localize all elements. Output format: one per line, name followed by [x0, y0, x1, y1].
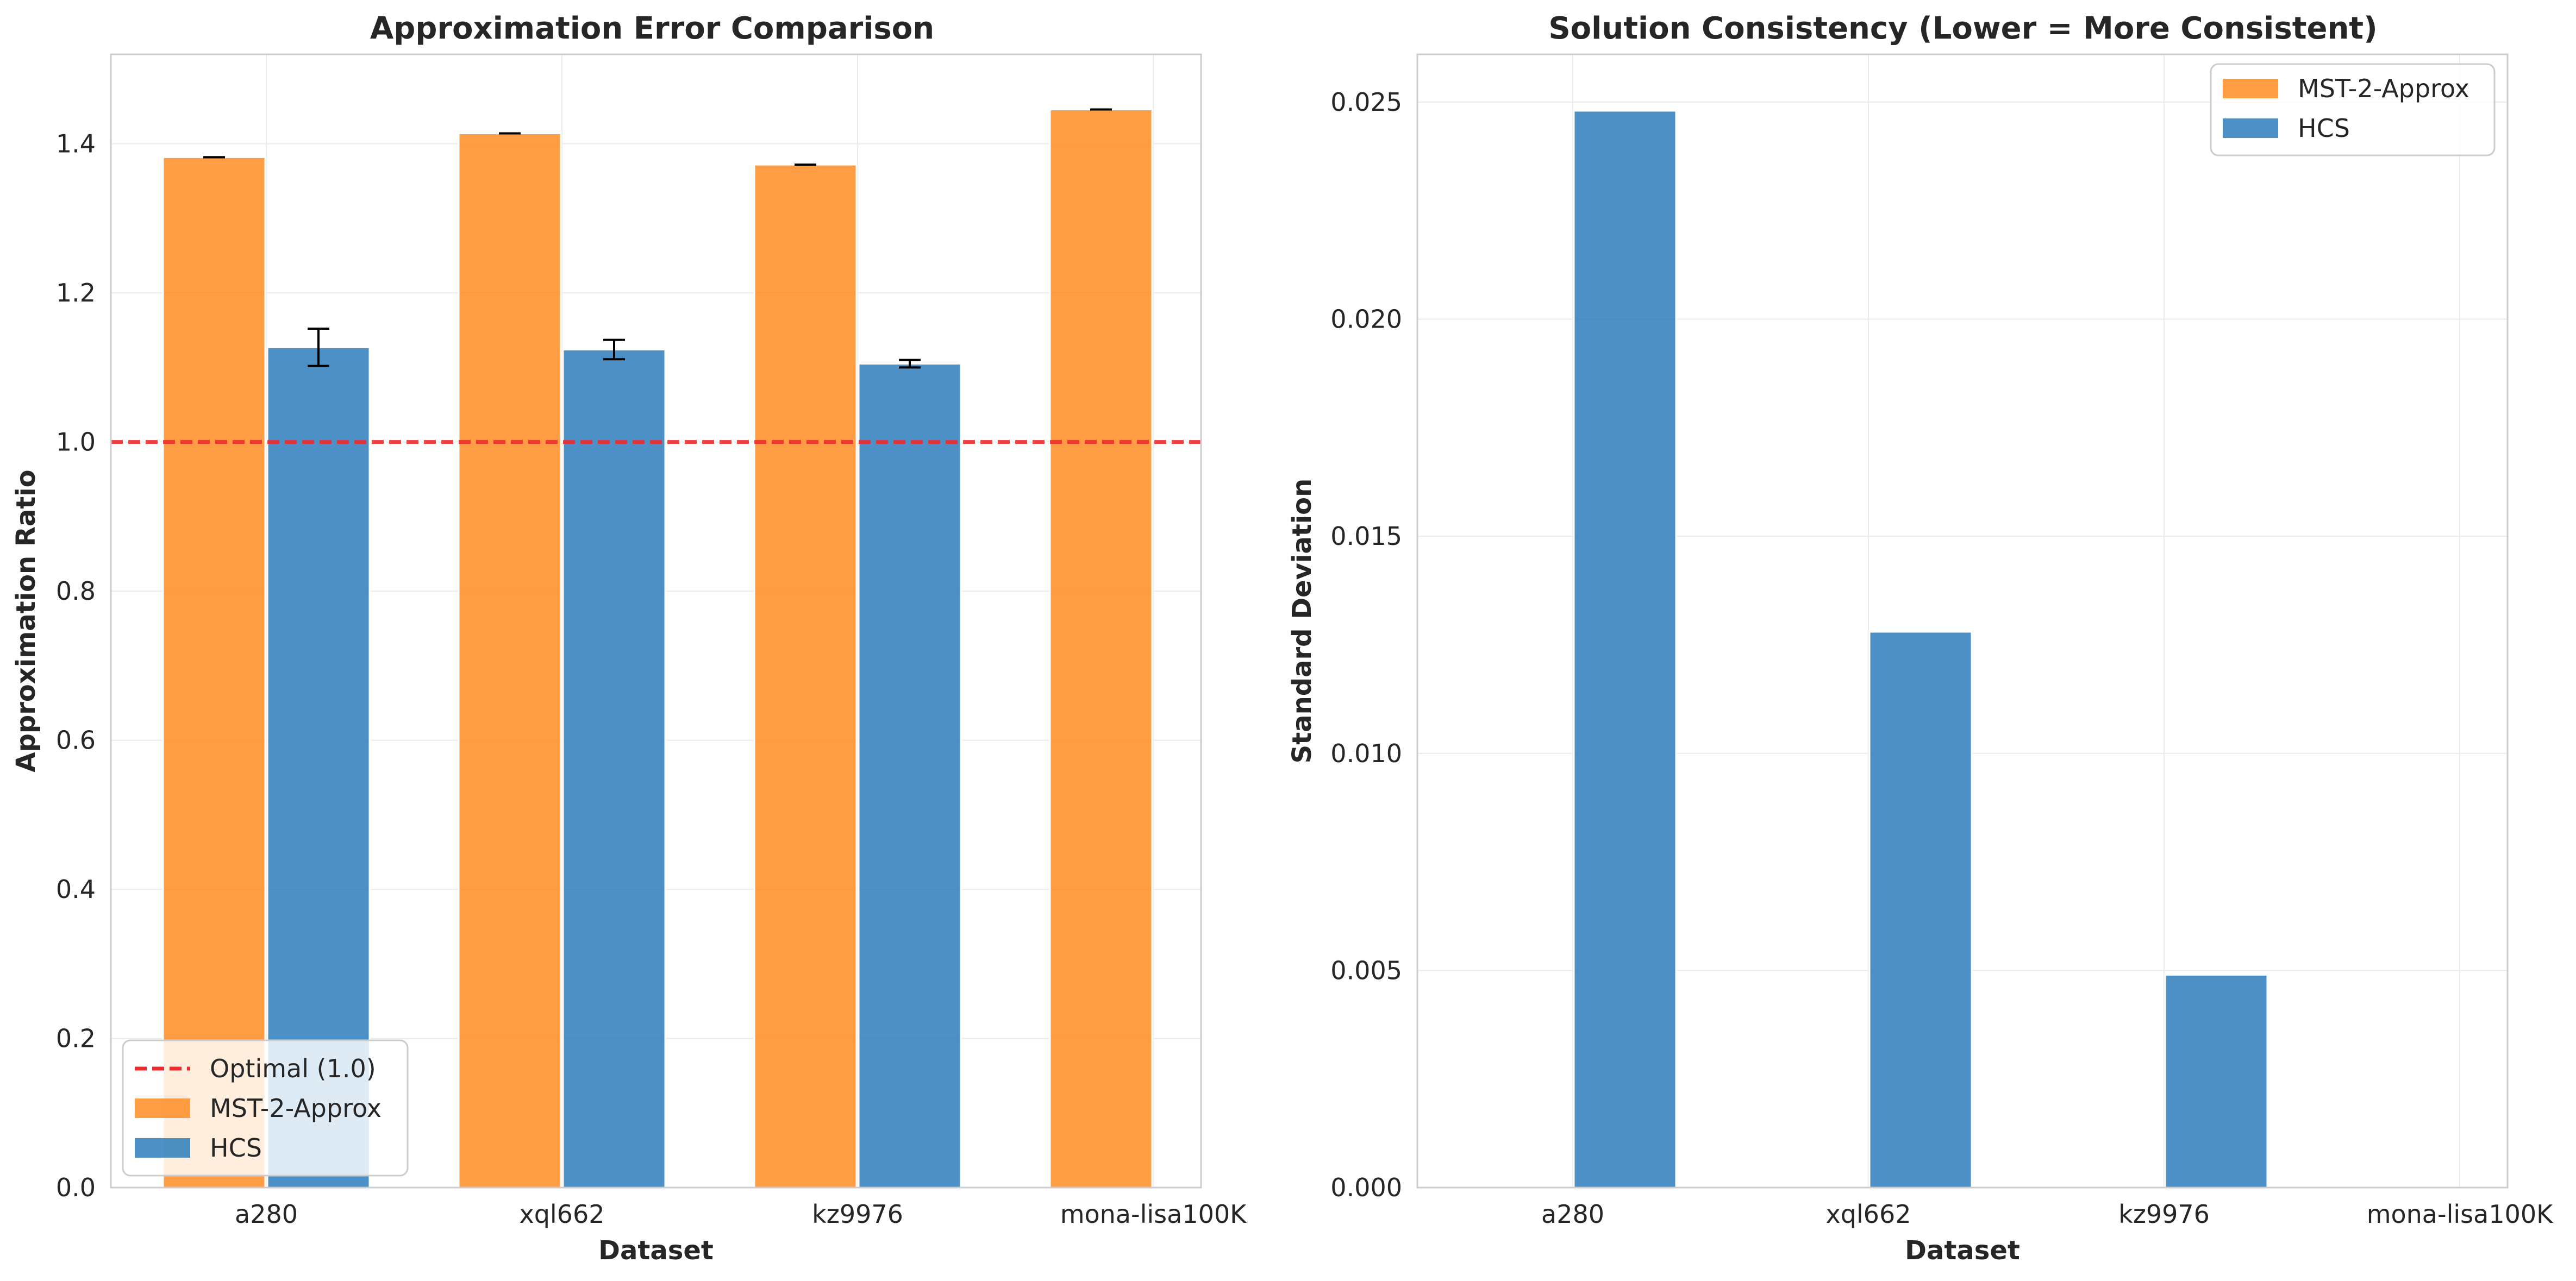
y-tick-label: 0.010: [1330, 739, 1402, 768]
y-tick-labels: 0.000 0.005 0.010 0.015 0.020 0.025: [1330, 87, 1402, 1202]
y-tick-label: 1.4: [56, 129, 96, 159]
legend-label-mst: MST-2-Approx: [2298, 74, 2469, 103]
y-tick-label: 0.6: [56, 726, 96, 755]
x-tick-label: xql662: [1825, 1200, 1911, 1229]
plot-frame: [110, 53, 1202, 1189]
approximation-error-chart: Approximation Error Comparison 0.0 0.2 0.4…: [11, 11, 1247, 1266]
legend-box: [122, 1039, 409, 1177]
x-tick-label: a280: [1541, 1200, 1604, 1229]
legend: MST-2-Approx HCS: [2210, 63, 2496, 156]
chart-title: Approximation Error Comparison: [370, 11, 934, 46]
legend-swatch-mst: [135, 1098, 190, 1118]
legend-swatch-mst: [2223, 79, 2278, 98]
legend-box: [2210, 63, 2496, 156]
y-tick-label: 0.025: [1330, 87, 1402, 117]
x-tick-label: mona-lisa100K: [1060, 1200, 1247, 1229]
y-axis-label: Standard Deviation: [1287, 479, 1317, 764]
y-tick-label: 0.8: [56, 576, 96, 606]
y-tick-label: 0.000: [1330, 1173, 1402, 1202]
y-tick-label: 0.005: [1330, 956, 1402, 985]
y-tick-label: 1.2: [56, 278, 96, 307]
mst-bar-xql662: [458, 132, 562, 1189]
error-bars: [203, 108, 1112, 369]
x-tick-label: xql662: [519, 1200, 604, 1229]
legend-swatch-hcs: [2223, 118, 2278, 138]
hcs-bar-kz9976: [2164, 974, 2268, 1189]
y-tick-label: 0.0: [56, 1173, 96, 1202]
y-tick-label: 0.020: [1330, 305, 1402, 334]
y-tick-label: 0.4: [56, 875, 96, 904]
x-tick-label: kz9976: [2118, 1200, 2210, 1229]
x-axis-label: Dataset: [598, 1235, 714, 1266]
x-tick-labels: a280 xql662 kz9976 mona-lisa100K: [235, 1200, 1247, 1229]
y-tick-label: 1.0: [56, 428, 96, 457]
x-tick-label: a280: [235, 1200, 298, 1229]
bars: [162, 109, 1153, 1189]
plot-frame: [1416, 53, 2509, 1189]
mst-bar-a280: [162, 156, 266, 1189]
solution-consistency-chart: Solution Consistency (Lower = More Consi…: [1287, 11, 2554, 1266]
bars: [1573, 110, 2268, 1189]
hcs-bar-xql662: [1868, 631, 1973, 1189]
legend-swatch-hcs: [135, 1138, 190, 1158]
y-tick-label: 0.015: [1330, 522, 1402, 551]
x-tick-label: kz9976: [812, 1200, 903, 1229]
error-bar-HCS-a280: [308, 328, 329, 367]
hcs-bar-xql662: [562, 348, 666, 1189]
x-tick-label: mona-lisa100K: [2367, 1200, 2554, 1229]
legend-label-hcs: HCS: [2298, 114, 2350, 143]
legend-label-optimal: Optimal (1.0): [210, 1054, 376, 1083]
y-tick-label: 0.2: [56, 1024, 96, 1053]
legend-label-mst: MST-2-Approx: [210, 1094, 382, 1123]
mst-bar-kz9976: [753, 164, 858, 1189]
legend-label-hcs: HCS: [210, 1133, 262, 1163]
y-axis-label: Approximation Ratio: [11, 469, 41, 772]
legend: Optimal (1.0) MST-2-Approx HCS: [122, 1039, 409, 1177]
x-axis-label: Dataset: [1905, 1235, 2020, 1266]
hcs-bar-a280: [1573, 110, 1677, 1189]
x-tick-labels: a280 xql662 kz9976 mona-lisa100K: [1541, 1200, 2554, 1229]
chart-title: Solution Consistency (Lower = More Consi…: [1548, 11, 2377, 46]
y-tick-labels: 0.0 0.2 0.4 0.6 0.8 1.0 1.2 1.4: [56, 129, 96, 1202]
mst-bar-mona-lisa100K: [1049, 109, 1153, 1189]
error-bar-HCS-kz9976: [899, 359, 921, 369]
error-bar-HCS-xql662: [603, 338, 625, 361]
hcs-bar-kz9976: [858, 363, 962, 1189]
